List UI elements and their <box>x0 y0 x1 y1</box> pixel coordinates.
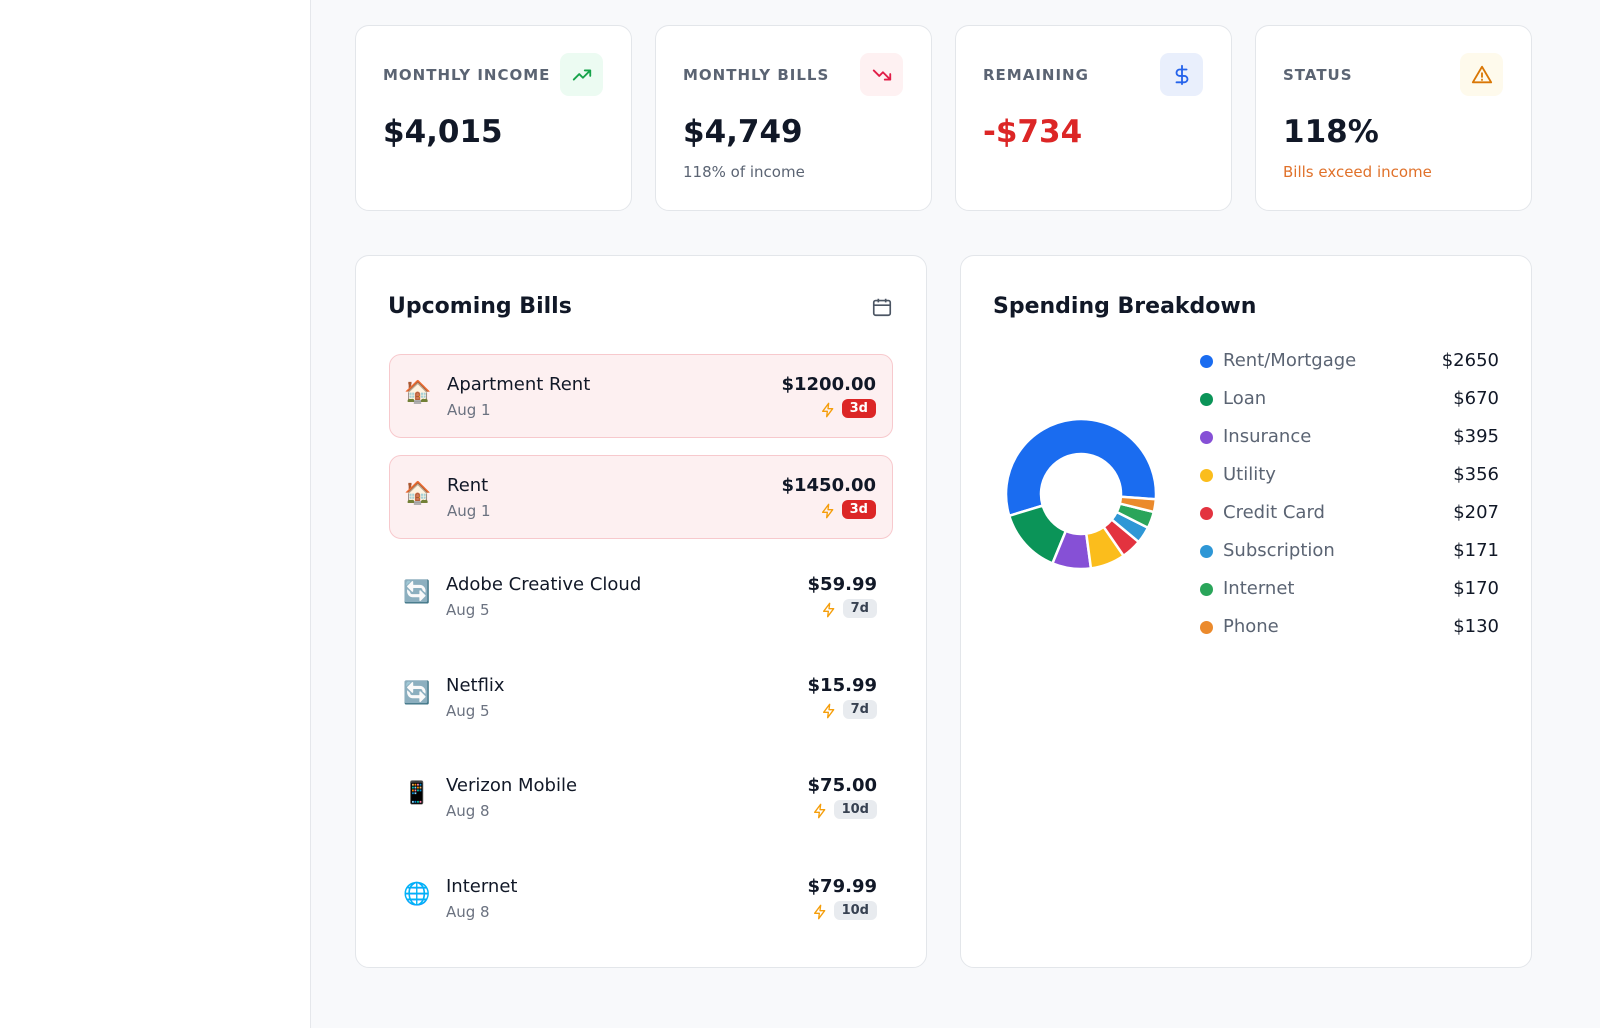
stat-icon <box>1460 53 1503 96</box>
legend-dot <box>1200 545 1213 558</box>
stat-card: MONTHLY BILLS $4,749 118% of income <box>655 25 932 211</box>
bill-row[interactable]: 🌐 Internet Aug 8 $79.99 10d <box>389 857 893 941</box>
legend-name: Rent/Mortgage <box>1223 350 1357 371</box>
legend-value: $670 <box>1453 388 1499 409</box>
legend-dot <box>1200 507 1213 520</box>
bill-amount: $59.99 <box>807 574 877 595</box>
bill-amount: $75.00 <box>807 775 877 796</box>
legend-dot <box>1200 583 1213 596</box>
stat-value: $4,749 <box>683 114 803 150</box>
legend-dot <box>1200 431 1213 444</box>
legend-name: Loan <box>1223 388 1267 409</box>
bill-date: Aug 1 <box>447 501 491 520</box>
legend-value: $171 <box>1453 540 1499 561</box>
bill-row[interactable]: 🔄 Netflix Aug 5 $15.99 7d <box>389 656 893 740</box>
bill-date: Aug 8 <box>446 902 490 921</box>
stat-value: $4,015 <box>383 114 503 150</box>
stat-label: REMAINING <box>983 66 1089 84</box>
bill-date: Aug 8 <box>446 802 490 820</box>
card-title: Spending Breakdown <box>993 294 1257 319</box>
bill-icon: 🔄 <box>403 680 431 706</box>
legend-name: Utility <box>1223 464 1276 485</box>
stat-icon <box>860 53 903 96</box>
icon <box>1471 65 1492 83</box>
bill-row[interactable]: 🏠 Apartment Rent Aug 1 $1200.00 3d <box>389 354 893 438</box>
stat-card: REMAINING -$734 <box>955 25 1232 211</box>
legend-name: Internet <box>1223 578 1295 599</box>
legend-value: $130 <box>1453 616 1499 637</box>
legend-dot <box>1200 621 1213 634</box>
donut-slice <box>1004 417 1158 518</box>
bill-amount: $1450.00 <box>781 474 876 496</box>
bill-name: Verizon Mobile <box>446 775 578 796</box>
stat-value: -$734 <box>983 114 1083 150</box>
legend-value: $395 <box>1453 426 1499 447</box>
bill-badge: 3d <box>841 499 876 519</box>
bill-name: Internet <box>446 875 518 897</box>
stat-icon <box>560 53 603 96</box>
icon <box>872 69 891 80</box>
sidebar <box>0 0 311 1028</box>
bill-badge: 10d <box>833 800 877 819</box>
bill-badge: 7d <box>842 699 877 719</box>
stat-label: MONTHLY INCOME <box>383 66 551 84</box>
bill-name: Rent <box>447 474 489 496</box>
stat-note: Bills exceed income <box>1283 163 1432 181</box>
bill-amount: $1200.00 <box>781 374 876 395</box>
bill-row[interactable]: 🏠 Rent Aug 1 $1450.00 3d <box>389 454 893 539</box>
icon <box>572 69 591 80</box>
stat-card: STATUS 118% Bills exceed income <box>1255 25 1532 211</box>
bolt-icon <box>812 802 828 824</box>
bill-name: Adobe Creative Cloud <box>446 574 642 595</box>
legend-name: Phone <box>1223 616 1279 637</box>
bill-badge: 10d <box>833 900 877 920</box>
stat-value: 118% <box>1283 114 1379 150</box>
bill-row[interactable]: 📱 Verizon Mobile Aug 8 $75.00 10d <box>389 756 893 840</box>
bill-amount: $79.99 <box>807 875 877 897</box>
bill-name: Netflix <box>446 674 505 696</box>
legend-name: Insurance <box>1223 426 1312 447</box>
donut-chart <box>1004 417 1158 571</box>
stat-card: MONTHLY INCOME $4,015 <box>355 25 632 211</box>
bill-icon: 🔄 <box>403 580 431 605</box>
bolt-icon <box>820 401 836 423</box>
legend-dot <box>1200 355 1213 368</box>
legend-name: Credit Card <box>1223 502 1325 523</box>
bill-badge: 3d <box>841 399 876 418</box>
stat-label: STATUS <box>1283 66 1353 84</box>
bills-card: Upcoming Bills 🏠 Apartment Rent Aug 1 $1200… <box>355 255 927 968</box>
spending-card: Spending Breakdown Rent/Mortgage $2650 Loa… <box>960 255 1532 968</box>
stat-label: MONTHLY BILLS <box>683 66 830 84</box>
bolt-icon <box>812 903 828 925</box>
bolt-icon <box>821 702 837 724</box>
legend-dot <box>1200 393 1213 406</box>
legend-value: $170 <box>1453 578 1499 599</box>
bill-row[interactable]: 🔄 Adobe Creative Cloud Aug 5 $59.99 7d <box>389 555 893 639</box>
stat-icon <box>1160 53 1203 96</box>
donut-slice <box>1118 495 1158 514</box>
bill-icon: 🏠 <box>404 480 432 506</box>
bill-date: Aug 5 <box>446 601 490 619</box>
card-title: Upcoming Bills <box>388 294 572 319</box>
legend-value: $207 <box>1453 502 1499 523</box>
bill-date: Aug 5 <box>446 701 490 720</box>
bill-amount: $15.99 <box>807 674 877 696</box>
bolt-icon <box>820 502 836 524</box>
bill-icon: 🏠 <box>404 380 432 405</box>
calendar-icon[interactable] <box>871 296 893 318</box>
bolt-icon <box>821 601 837 623</box>
bill-name: Apartment Rent <box>447 374 591 395</box>
icon <box>1175 64 1188 85</box>
legend-name: Subscription <box>1223 540 1335 561</box>
bill-icon: 🌐 <box>403 881 431 907</box>
stat-note: 118% of income <box>683 163 805 181</box>
legend-value: $356 <box>1453 464 1499 485</box>
bill-icon: 📱 <box>403 781 431 806</box>
legend-dot <box>1200 469 1213 482</box>
bill-badge: 7d <box>842 599 877 618</box>
bill-date: Aug 1 <box>447 401 491 419</box>
legend-value: $2650 <box>1441 350 1499 371</box>
